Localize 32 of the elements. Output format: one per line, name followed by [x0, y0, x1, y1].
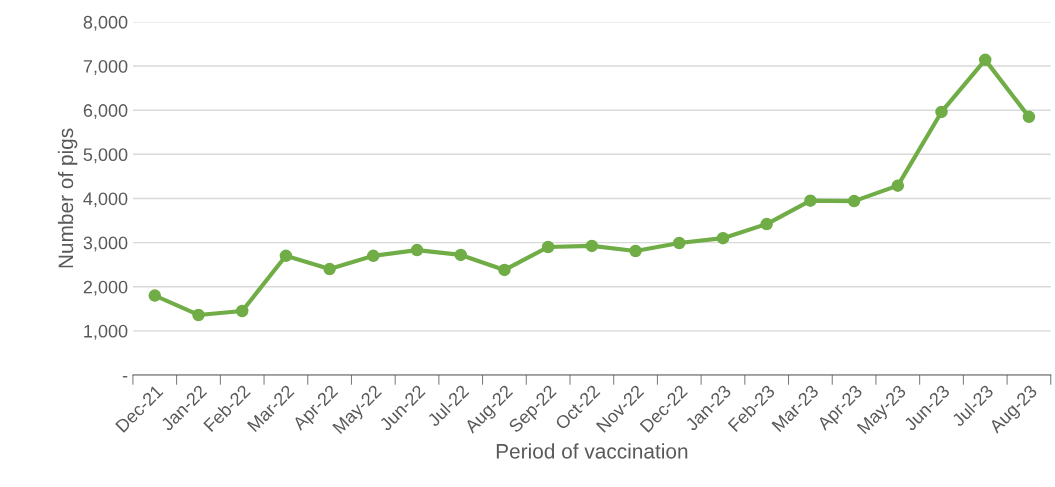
- point: [673, 236, 686, 250]
- point: [498, 263, 511, 277]
- point: [367, 249, 380, 263]
- point: [148, 289, 162, 302]
- point: [716, 231, 730, 245]
- point: [192, 308, 205, 322]
- point: [847, 194, 861, 208]
- point: [454, 248, 467, 262]
- point: [935, 105, 948, 119]
- y-axis-title: Number of pigs: [57, 128, 78, 268]
- y-tick-label: 1,000: [84, 324, 128, 340]
- y-tick-label: 6,000: [83, 104, 128, 120]
- point: [1022, 110, 1036, 124]
- point: [279, 249, 293, 263]
- y-tick-label: 7,000: [83, 59, 128, 75]
- point: [323, 262, 336, 276]
- y-tick-label: 5,000: [83, 148, 128, 164]
- y-tick-label: 2,000: [83, 280, 128, 296]
- point: [235, 304, 249, 318]
- y-tick-label: 3,000: [83, 236, 128, 252]
- point: [410, 243, 424, 257]
- point: [891, 179, 905, 192]
- point: [629, 244, 642, 258]
- point: [760, 217, 773, 231]
- y-tick-label: 4,000: [83, 192, 128, 208]
- y-tick-label: -: [122, 376, 128, 378]
- point: [804, 194, 817, 207]
- y-tick-label: 8,000: [83, 15, 128, 31]
- point: [541, 240, 555, 254]
- point: [978, 53, 992, 67]
- x-axis-title: Period of vaccination: [496, 443, 688, 459]
- point: [585, 239, 599, 253]
